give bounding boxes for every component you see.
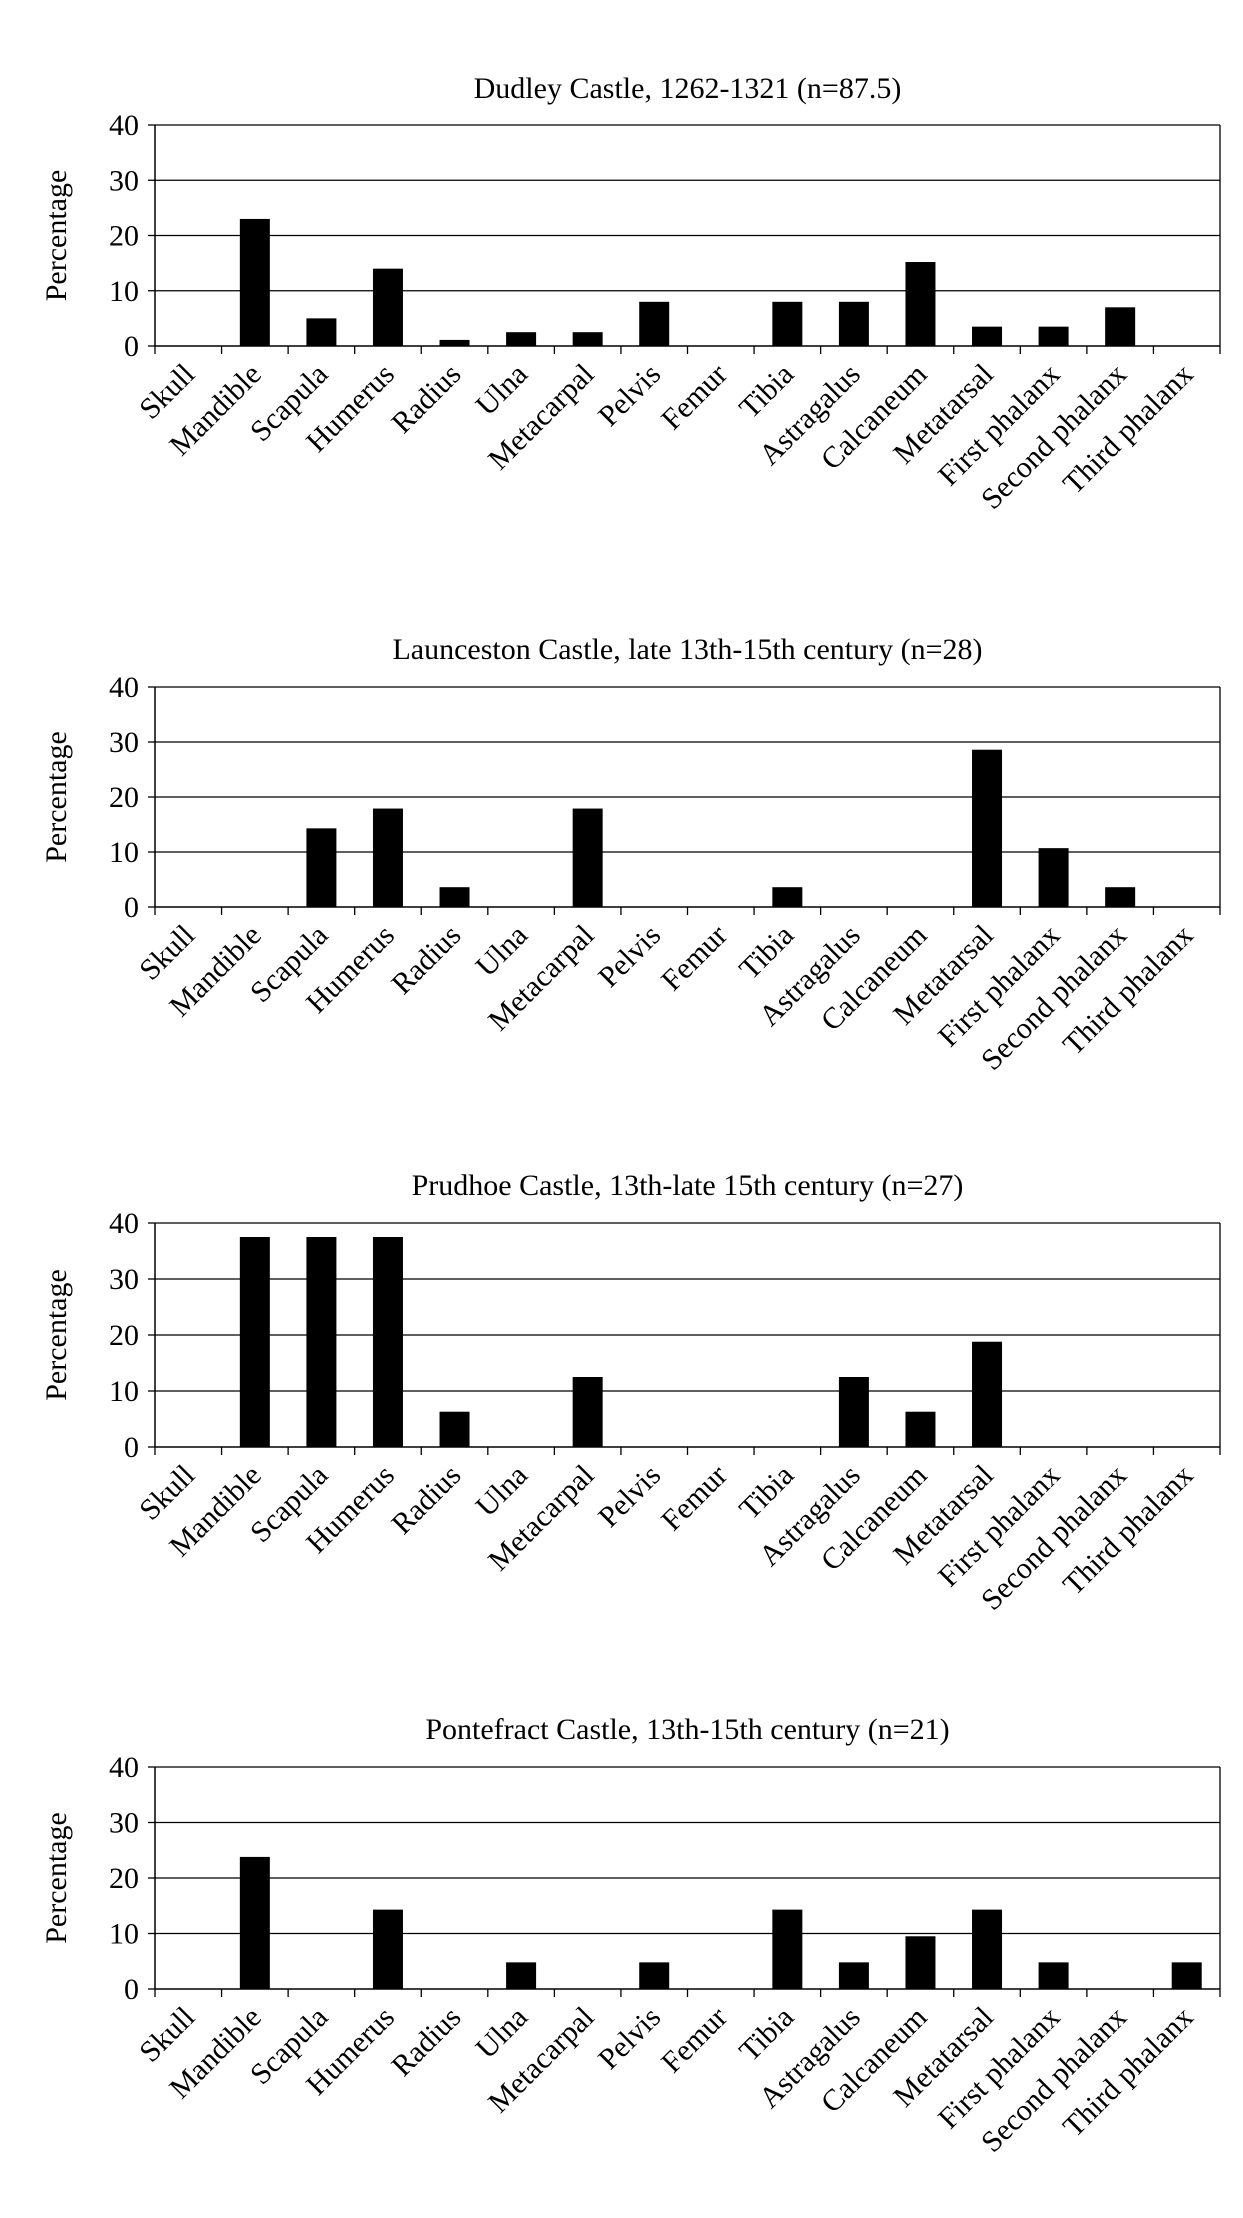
- x-tick-label: Femur: [655, 2001, 734, 2080]
- bar-scapula: [306, 828, 337, 907]
- x-tick-label: Pelvis: [592, 358, 667, 433]
- bar-metacarpal: [572, 1377, 603, 1447]
- bar-humerus: [372, 808, 403, 907]
- y-tick-label: 40: [109, 1751, 139, 1784]
- bar-tibia: [772, 887, 803, 907]
- y-tick-label: 0: [124, 1973, 139, 2006]
- y-tick-label: 30: [109, 726, 139, 759]
- y-axis-title: Percentage: [40, 170, 73, 302]
- bar-metacarpal: [572, 332, 603, 346]
- y-tick-label: 20: [109, 781, 139, 814]
- chart-panel-2: Launceston Castle, late 13th-15th centur…: [40, 633, 1221, 1077]
- bar-mandible: [239, 218, 270, 346]
- chart-panel-4: Pontefract Castle, 13th-15th century (n=…: [40, 1713, 1221, 2159]
- x-tick-label: Pelvis: [592, 919, 667, 994]
- bar-metacarpal: [572, 808, 603, 907]
- x-tick-label: Femur: [655, 1459, 734, 1538]
- chart-title: Pontefract Castle, 13th-15th century (n=…: [425, 1713, 949, 1746]
- x-tick-label: Pelvis: [592, 2001, 667, 2076]
- y-tick-label: 10: [109, 275, 139, 308]
- bar-first-phalanx: [1038, 1962, 1069, 1989]
- chart-title: Launceston Castle, late 13th-15th centur…: [392, 633, 982, 666]
- x-tick-label: Femur: [655, 919, 734, 998]
- x-tick-label: Radius: [385, 1459, 467, 1541]
- y-axis-title: Percentage: [40, 731, 73, 863]
- bar-pelvis: [639, 1962, 670, 1989]
- bar-metatarsal: [972, 749, 1003, 907]
- x-tick-label: Femur: [655, 358, 734, 437]
- bar-scapula: [306, 318, 337, 346]
- y-tick-label: 10: [109, 1375, 139, 1408]
- chart-title: Prudhoe Castle, 13th-late 15th century (…: [412, 1169, 964, 1202]
- bar-radius: [439, 887, 470, 907]
- bar-ulna: [506, 1962, 537, 1989]
- bar-second-phalanx: [1105, 887, 1136, 907]
- bar-metatarsal: [972, 1341, 1003, 1447]
- y-tick-label: 30: [109, 1807, 139, 1840]
- bar-tibia: [772, 1909, 803, 1989]
- bar-radius: [439, 1411, 470, 1447]
- bar-radius: [439, 339, 470, 346]
- bar-metatarsal: [972, 1909, 1003, 1989]
- y-tick-label: 40: [109, 671, 139, 704]
- y-tick-label: 20: [109, 1862, 139, 1895]
- bar-humerus: [372, 268, 403, 346]
- bar-humerus: [372, 1909, 403, 1989]
- bar-astragalus: [838, 1377, 869, 1447]
- bar-calcaneum: [905, 1411, 936, 1447]
- x-tick-label: Radius: [385, 358, 467, 440]
- bar-first-phalanx: [1038, 326, 1069, 346]
- bar-third-phalanx: [1171, 1962, 1202, 1989]
- bar-mandible: [239, 1237, 270, 1447]
- bar-scapula: [306, 1237, 337, 1447]
- y-tick-label: 40: [109, 1207, 139, 1240]
- y-tick-label: 40: [109, 109, 139, 142]
- y-tick-label: 30: [109, 1263, 139, 1296]
- y-tick-label: 20: [109, 220, 139, 253]
- bar-first-phalanx: [1038, 848, 1069, 907]
- bar-second-phalanx: [1105, 307, 1136, 346]
- bar-mandible: [239, 1856, 270, 1989]
- y-tick-label: 10: [109, 1918, 139, 1951]
- y-tick-label: 0: [124, 1431, 139, 1464]
- chart-title: Dudley Castle, 1262-1321 (n=87.5): [474, 72, 902, 105]
- y-axis-title: Percentage: [40, 1269, 73, 1401]
- bar-astragalus: [838, 301, 869, 346]
- bar-astragalus: [838, 1962, 869, 1989]
- bar-humerus: [372, 1237, 403, 1447]
- y-tick-label: 20: [109, 1319, 139, 1352]
- y-tick-label: 30: [109, 164, 139, 197]
- y-tick-label: 0: [124, 330, 139, 363]
- x-tick-label: Pelvis: [592, 1459, 667, 1534]
- bar-tibia: [772, 301, 803, 346]
- chart-panel-3: Prudhoe Castle, 13th-late 15th century (…: [40, 1169, 1221, 1617]
- bar-calcaneum: [905, 262, 936, 346]
- bar-ulna: [506, 332, 537, 346]
- y-tick-label: 0: [124, 891, 139, 924]
- x-tick-label: Radius: [385, 919, 467, 1001]
- x-tick-label: Radius: [385, 2001, 467, 2083]
- y-tick-label: 10: [109, 836, 139, 869]
- bar-pelvis: [639, 301, 670, 346]
- y-axis-title: Percentage: [40, 1812, 73, 1944]
- bar-metatarsal: [972, 326, 1003, 346]
- chart-panel-1: Dudley Castle, 1262-1321 (n=87.5) 0 10 20 30…: [40, 72, 1221, 516]
- bar-calcaneum: [905, 1936, 936, 1989]
